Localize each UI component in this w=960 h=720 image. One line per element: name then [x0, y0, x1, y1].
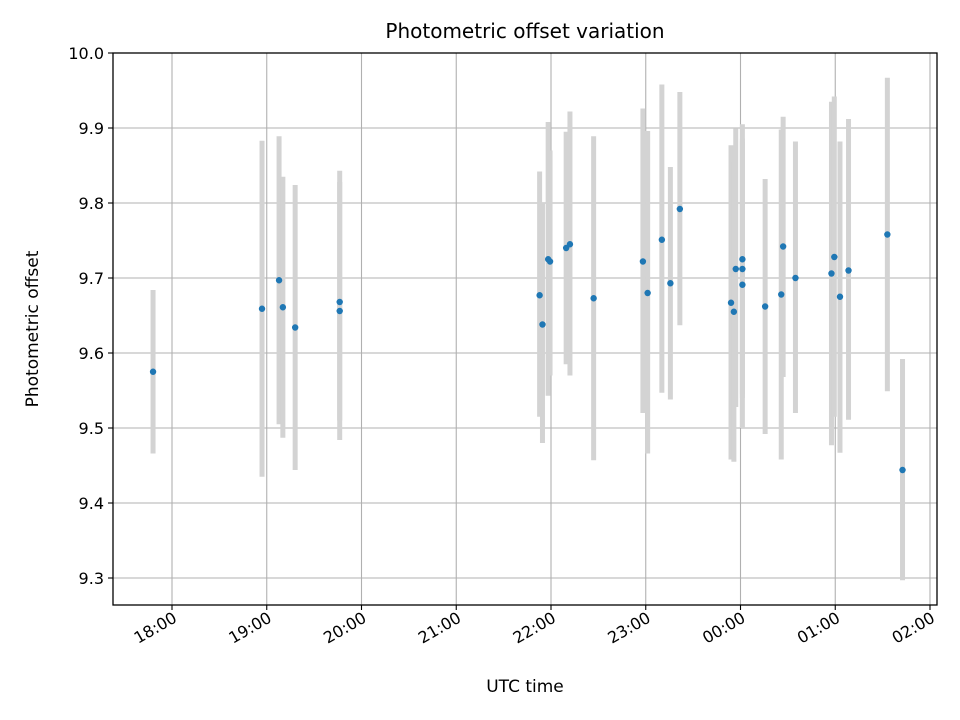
x-axis-label: UTC time	[486, 677, 564, 697]
data-point	[658, 236, 666, 243]
y-axis-label: Photometric offset	[23, 250, 43, 407]
data-point	[539, 321, 546, 328]
data-point	[667, 280, 674, 287]
data-point	[761, 303, 769, 310]
data-point	[291, 324, 299, 331]
data-point	[739, 256, 746, 263]
data-point	[828, 270, 835, 277]
data-point	[275, 277, 283, 284]
y-tick-label: 9.6	[79, 344, 104, 363]
y-tick-label: 9.3	[79, 569, 104, 588]
data-point	[778, 291, 785, 298]
data-point	[258, 305, 266, 312]
y-tick-label: 9.7	[79, 269, 104, 288]
y-tick-label: 9.8	[79, 194, 104, 213]
plot-frame	[112, 52, 938, 606]
data-point	[536, 292, 543, 299]
data-point	[336, 307, 343, 315]
y-tick-label: 9.5	[79, 419, 104, 438]
data-point	[279, 304, 287, 311]
data-point	[792, 274, 799, 282]
data-point	[732, 265, 739, 273]
data-point	[639, 258, 647, 265]
data-point	[831, 253, 838, 261]
data-points	[149, 205, 906, 474]
data-point	[899, 466, 906, 474]
data-point	[727, 299, 735, 306]
y-axis: 9.3 9.4 9.5 9.6 9.7 9.8 9.9 10.0	[68, 44, 113, 588]
data-point	[836, 293, 844, 300]
data-point	[730, 308, 738, 315]
data-point	[779, 243, 787, 250]
data-point	[336, 298, 343, 306]
y-tick-label: 9.9	[79, 119, 104, 138]
data-point	[884, 231, 891, 238]
data-point	[566, 241, 574, 248]
data-point	[845, 267, 852, 274]
data-point	[644, 289, 651, 297]
data-point	[739, 265, 746, 273]
chart-title: Photometric offset variation	[385, 19, 664, 43]
data-point	[590, 295, 597, 302]
y-tick-label: 9.4	[79, 494, 104, 513]
data-point	[546, 258, 554, 265]
data-point	[149, 368, 157, 375]
data-point	[676, 205, 684, 213]
y-tick-label: 10.0	[68, 44, 104, 63]
data-point	[739, 281, 746, 288]
